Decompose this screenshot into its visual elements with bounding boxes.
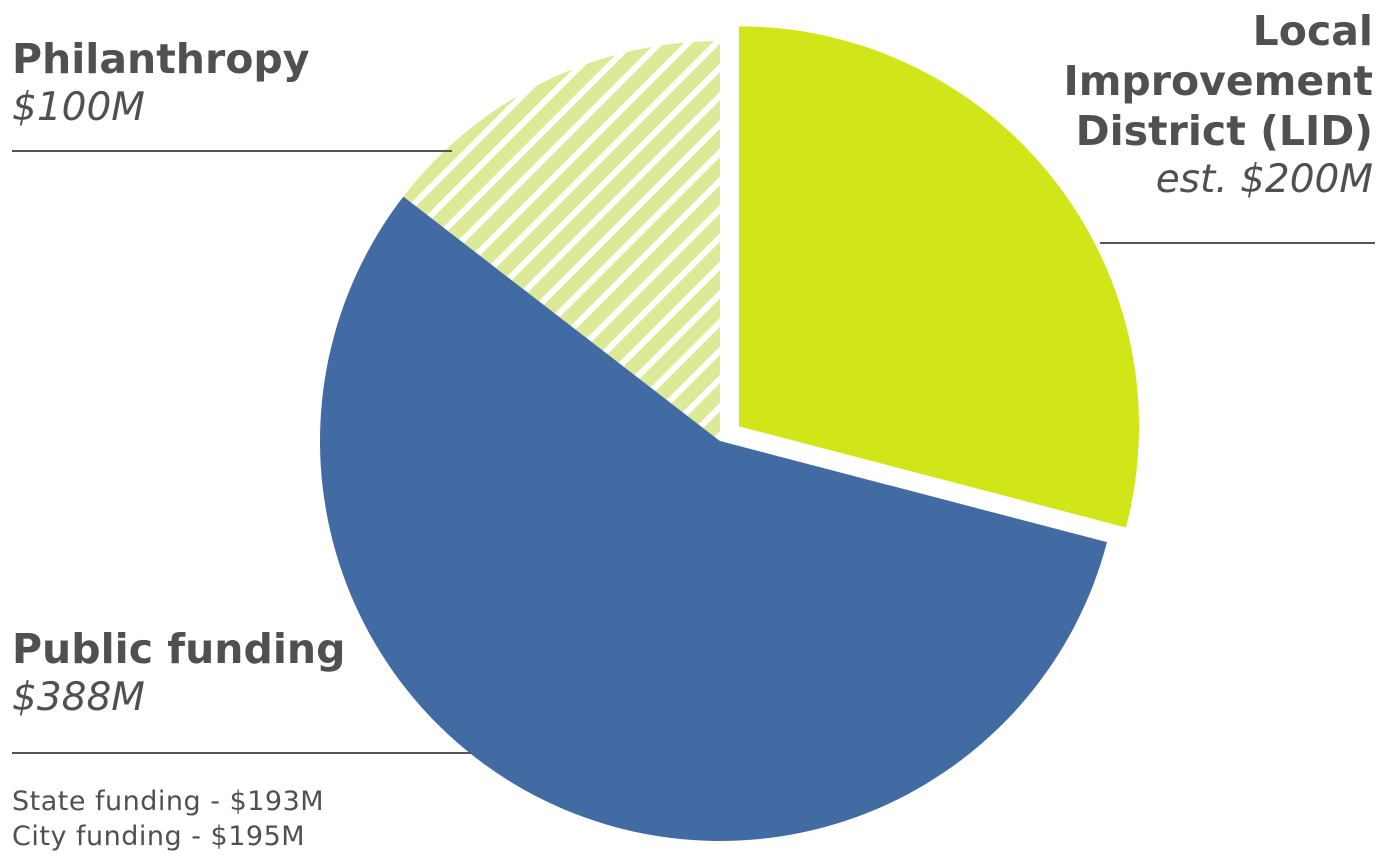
- lid-label: Local Improvement District (LID) est. $2…: [1063, 6, 1373, 204]
- philanthropy-name: Philanthropy: [12, 35, 310, 83]
- public-funding-breakdown: State funding - $193M City funding - $19…: [12, 784, 324, 854]
- philanthropy-value: $100M: [12, 85, 145, 131]
- lid-leader-line: [1100, 242, 1375, 244]
- city-funding-text: City funding - $195M: [12, 821, 306, 853]
- lid-name-line-1: Local: [1252, 7, 1373, 55]
- public-funding-leader-line: [12, 752, 472, 754]
- philanthropy-label: Philanthropy $100M: [12, 34, 309, 132]
- philanthropy-leader-line: [12, 150, 452, 152]
- lid-name-line-2: Improvement: [1063, 57, 1373, 106]
- pie-slice-public-funding: [320, 196, 1107, 841]
- state-funding-text: State funding - $193M: [12, 786, 325, 817]
- lid-value: est. $200M: [1155, 157, 1373, 203]
- lid-name-line-3: District (LID): [1075, 107, 1373, 156]
- pie-slice-lid: [738, 26, 1139, 528]
- public-funding-value: $388M: [12, 675, 145, 721]
- public-funding-label: Public funding $388M: [12, 624, 345, 722]
- pie-slice-philanthropy: [403, 41, 720, 441]
- public-funding-name: Public funding: [12, 625, 346, 673]
